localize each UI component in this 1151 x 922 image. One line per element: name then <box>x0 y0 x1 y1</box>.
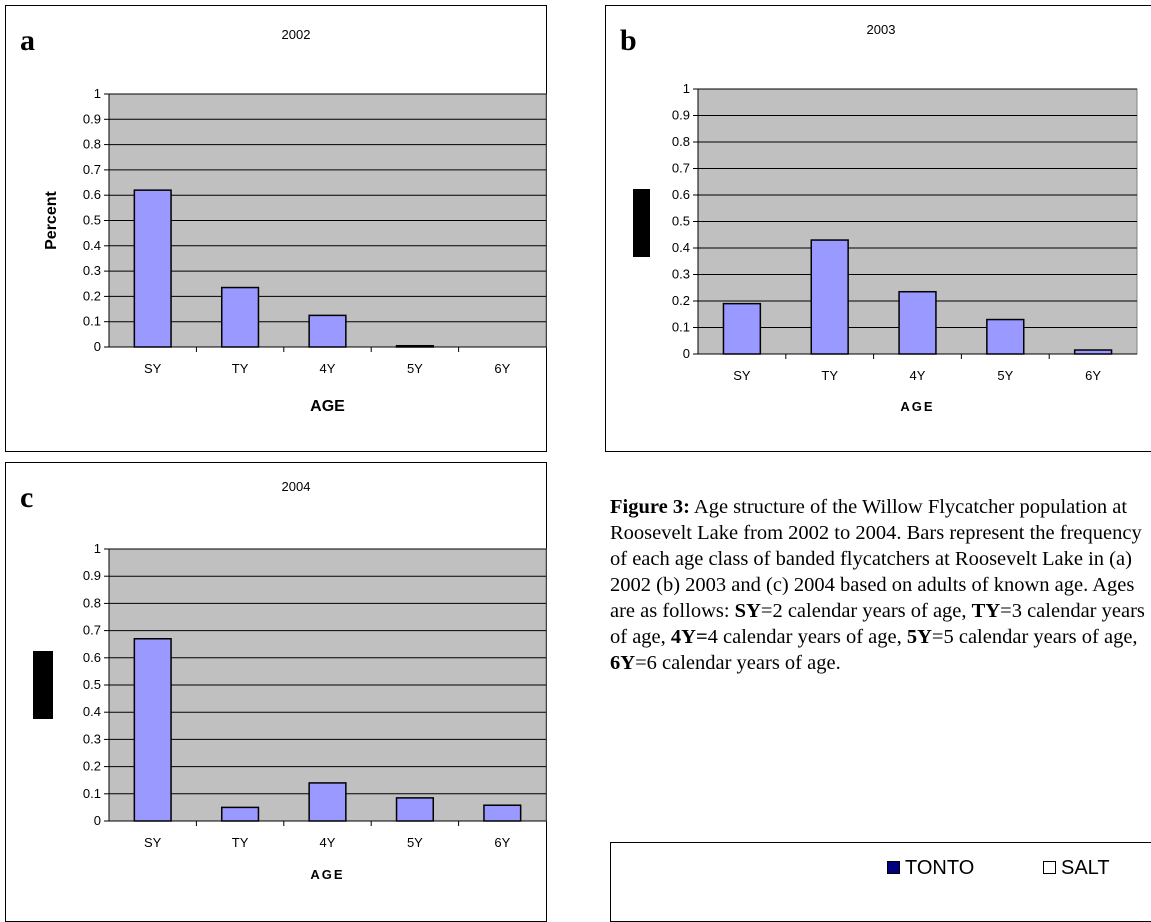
caption-abbr-3: 5Y <box>906 626 932 648</box>
redaction-bar-c <box>33 651 53 719</box>
y-tick-label: 0.4 <box>83 704 101 719</box>
y-tick-label: 0.7 <box>83 623 101 638</box>
x-tick-label-SY: SY <box>144 835 162 850</box>
y-tick-label: 0.5 <box>83 677 101 692</box>
bar-4Y <box>898 290 937 355</box>
caption-text: Age structure of the Willow Flycatcher p… <box>610 496 1142 622</box>
caption-abbr-0: SY <box>734 600 761 622</box>
y-tick-label: 0.8 <box>83 595 101 610</box>
x-tick-label-6Y: 6Y <box>494 361 510 376</box>
salt-swatch <box>1043 861 1056 874</box>
y-tick-label: 0 <box>683 346 690 361</box>
x-tick-label-5Y: 5Y <box>997 368 1013 383</box>
y-tick-label: 0.8 <box>672 134 690 149</box>
bar-4Y <box>308 782 347 822</box>
bar-6Y <box>483 804 522 822</box>
y-axis-label: Percent <box>43 190 60 249</box>
caption-desc-2: 4 calendar years of age, <box>707 626 907 648</box>
y-tick-label: 0.5 <box>83 213 101 228</box>
panel-letter-a: a <box>20 24 35 57</box>
y-tick-label: 0.2 <box>672 293 690 308</box>
y-tick-label: 0.3 <box>672 267 690 282</box>
legend-label-salt: SALT <box>1061 857 1110 879</box>
x-tick-label-SY: SY <box>733 368 751 383</box>
x-tick-label-4Y: 4Y <box>910 368 926 383</box>
y-tick-label: 0.9 <box>83 111 101 126</box>
bar-5Y <box>395 344 435 348</box>
x-axis-label: AGE <box>310 398 345 415</box>
chart-c: 0 0.1 0.2 0.3 0.4 0.5 0.6 0.7 0.8 0.9 1 SY TY 4Y 5Y 6Y 2… <box>83 479 547 882</box>
bar-4Y <box>308 314 347 348</box>
bar-SY <box>133 638 172 822</box>
bar-TY <box>220 806 260 822</box>
y-tick-label: 0.6 <box>83 187 101 202</box>
y-tick-label: 0.2 <box>83 759 101 774</box>
legend: TONTO SALT <box>610 842 1151 922</box>
tonto-swatch <box>887 861 900 874</box>
caption-label: Figure 3: <box>610 496 690 518</box>
y-tick-label: 0.6 <box>672 187 690 202</box>
y-tick-label: 1 <box>94 86 101 101</box>
x-tick-label-6Y: 6Y <box>494 835 510 850</box>
chart-title: 2002 <box>282 27 311 42</box>
panel-letter-c: c <box>20 481 34 514</box>
chart-b: 0 0.1 0.2 0.3 0.4 0.5 0.6 0.7 0.8 0.9 1 SY TY 4Y 5Y 6Y 2… <box>672 22 1138 414</box>
y-tick-label: 1 <box>94 541 101 556</box>
x-tick-label-SY: SY <box>144 361 162 376</box>
y-tick-label: 0.5 <box>672 214 690 229</box>
y-tick-label: 0.9 <box>83 568 101 583</box>
bar-6Y <box>1073 349 1113 355</box>
y-tick-label: 0.2 <box>83 288 101 303</box>
x-tick-label-5Y: 5Y <box>407 835 423 850</box>
x-tick-label-TY: TY <box>232 361 249 376</box>
caption-desc-4: =6 calendar years of age. <box>635 652 841 674</box>
legend-label-tonto: TONTO <box>905 857 975 879</box>
caption-abbr-2: 4Y= <box>670 626 708 648</box>
y-tick-label: 0.4 <box>672 240 690 255</box>
y-tick-label: 0.3 <box>83 263 101 278</box>
chart-a: 0 0.1 0.2 0.3 0.4 0.5 0.6 0.7 0.8 0.9 1 SY TY 4Y 5Y 6Y 2… <box>43 27 547 415</box>
y-tick-label: 0.3 <box>83 731 101 746</box>
caption-abbr-4: 6Y <box>610 652 636 674</box>
y-tick-label: 0.6 <box>83 650 101 665</box>
y-tick-label: 0.7 <box>83 162 101 177</box>
chart-title: 2003 <box>867 22 896 37</box>
figure-caption: Figure 3: Age structure of the Willow Fl… <box>610 494 1150 676</box>
panel-letter-b: b <box>620 24 637 57</box>
y-tick-label: 0 <box>94 813 101 828</box>
chart-panel-b: b 0 0.1 0.2 0.3 0.4 0.5 0.6 0.7 0.8 0.9 1 SY TY 4Y 5Y 6… <box>605 5 1151 452</box>
bar-TY <box>810 239 849 355</box>
bar-SY <box>722 302 762 355</box>
caption-abbr-1: TY <box>971 600 1001 622</box>
caption-desc-1: =3 calendar years of age, <box>610 600 1145 648</box>
x-tick-label-4Y: 4Y <box>320 361 336 376</box>
chart-panel-c: c 0 0.1 0.2 0.3 0.4 0.5 0.6 0.7 0.8 0.9 1 SY TY 4Y 5Y 6… <box>5 462 547 922</box>
y-tick-label: 0 <box>94 339 101 354</box>
y-tick-label: 0.9 <box>672 108 690 123</box>
bar-TY <box>220 286 260 348</box>
caption-desc-0: =2 calendar years of age, <box>760 600 972 622</box>
chart-title: 2004 <box>282 479 311 494</box>
y-tick-label: 0.4 <box>83 238 101 253</box>
bar-5Y <box>395 797 435 822</box>
x-tick-label-5Y: 5Y <box>407 361 423 376</box>
bar-SY <box>133 189 172 348</box>
y-tick-label: 0.1 <box>83 786 101 801</box>
y-tick-label: 0.1 <box>672 320 690 335</box>
y-tick-label: 0.7 <box>672 161 690 176</box>
x-axis-label: AGE <box>310 867 344 882</box>
x-tick-label-6Y: 6Y <box>1085 368 1101 383</box>
y-tick-label: 0.8 <box>83 137 101 152</box>
caption-definitions: SY=2 calendar years of age, TY=3 calenda… <box>610 600 1145 674</box>
caption-desc-3: =5 calendar years of age, <box>931 626 1138 648</box>
bar-5Y <box>986 318 1025 355</box>
y-tick-label: 1 <box>683 81 690 96</box>
x-tick-label-TY: TY <box>232 835 249 850</box>
x-axis-label: AGE <box>900 399 934 414</box>
redaction-bar-b <box>633 189 650 257</box>
chart-panel-a: a 0 0.1 0.2 0.3 0.4 0.5 0.6 0.7 0.8 0.9 1 SY TY 4Y 5Y 6… <box>5 5 547 452</box>
x-tick-label-TY: TY <box>821 368 838 383</box>
x-tick-label-4Y: 4Y <box>320 835 336 850</box>
y-tick-label: 0.1 <box>83 314 101 329</box>
